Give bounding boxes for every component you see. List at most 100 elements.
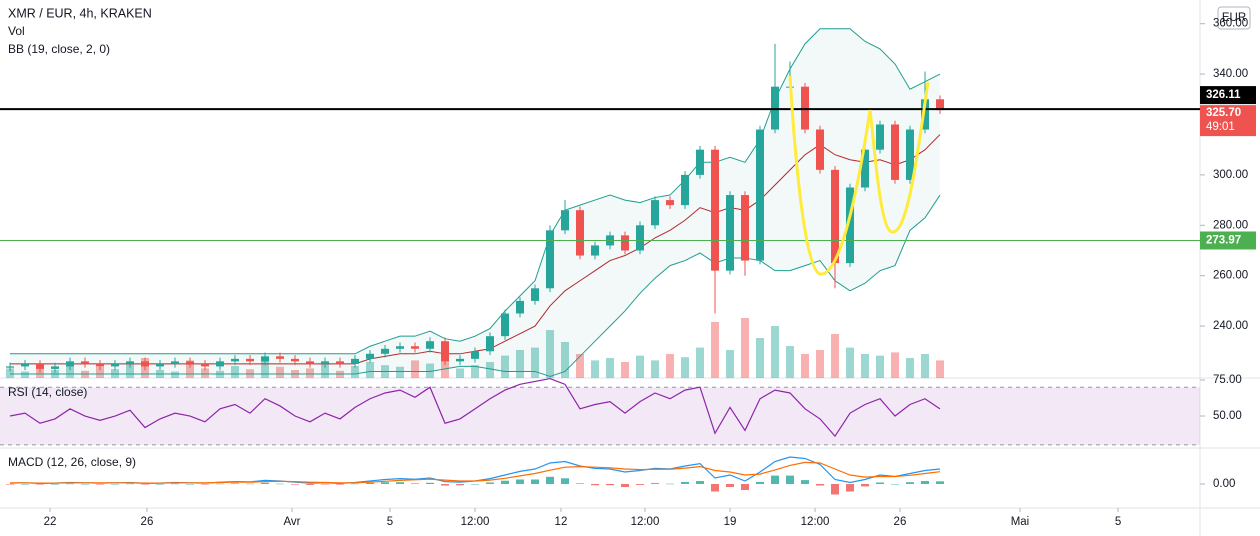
x-tick-label: 19 xyxy=(724,516,737,528)
candle-body xyxy=(231,358,240,362)
currency-text: EUR xyxy=(1222,12,1246,24)
candle-body xyxy=(876,124,885,150)
candle-body xyxy=(351,358,360,364)
rsi-band xyxy=(0,387,1200,445)
y-tick-label: 0.00 xyxy=(1213,478,1235,490)
candle-body xyxy=(621,235,630,251)
candle-body xyxy=(411,346,420,349)
macd-histogram-bar xyxy=(906,482,915,484)
volume-bar xyxy=(21,371,30,378)
macd-histogram-bar xyxy=(141,484,150,485)
price-label: 326.11 xyxy=(1206,89,1241,101)
macd-histogram-bar xyxy=(111,484,120,485)
candle-body xyxy=(126,361,135,364)
bb-upper xyxy=(10,28,941,355)
x-tick-label: Mai xyxy=(1011,516,1030,528)
x-tick-label: 26 xyxy=(141,516,154,528)
candle-body xyxy=(816,129,825,170)
candle-body xyxy=(381,348,390,354)
volume-bar xyxy=(621,362,630,378)
macd-histogram-bar xyxy=(666,483,675,485)
volume-bar xyxy=(531,347,540,378)
volume-bar xyxy=(351,366,360,378)
macd-histogram-bar xyxy=(231,483,240,484)
y-tick-label: 280.00 xyxy=(1213,219,1248,231)
macd-histogram-bar xyxy=(216,483,225,485)
macd-histogram-bar xyxy=(501,480,510,484)
volume-bar xyxy=(201,368,210,378)
volume-bar xyxy=(516,350,525,378)
volume-bar xyxy=(816,350,825,378)
volume-bar xyxy=(906,358,915,378)
macd-histogram-bar xyxy=(246,483,255,485)
volume-bar xyxy=(501,355,510,378)
volume-bar xyxy=(561,342,570,378)
volume-bar xyxy=(546,330,555,378)
signal-line xyxy=(10,461,941,484)
macd-histogram-bar xyxy=(186,484,195,485)
volume-bar xyxy=(846,347,855,378)
x-tick-label: 5 xyxy=(1115,516,1121,528)
macd-histogram-bar xyxy=(681,481,690,484)
macd-histogram-bar xyxy=(846,484,855,492)
volume-bar xyxy=(396,366,405,378)
candle-body xyxy=(636,225,645,251)
macd-histogram-bar xyxy=(126,483,135,485)
pattern-curve[interactable] xyxy=(788,75,872,276)
macd-label: MACD (12, 26, close, 9) xyxy=(8,455,136,469)
volume-bar xyxy=(366,362,375,378)
macd-histogram-bar xyxy=(636,484,645,485)
candle-body xyxy=(846,187,855,264)
volume-bar xyxy=(681,357,690,378)
macd-histogram-bar xyxy=(396,482,405,484)
macd-histogram-bar xyxy=(711,484,720,492)
macd-histogram-bar xyxy=(531,479,540,484)
y-tick-label: 360.00 xyxy=(1213,18,1248,30)
macd-histogram-bar xyxy=(486,482,495,484)
candle-body xyxy=(96,363,105,367)
volume-bar xyxy=(861,354,870,378)
bb-lower xyxy=(10,194,941,378)
macd-histogram-bar xyxy=(471,484,480,485)
y-tick-label: 50.00 xyxy=(1213,410,1242,422)
volume-bar xyxy=(6,368,15,378)
macd-histogram-bar xyxy=(606,484,615,486)
volume-bar xyxy=(321,363,330,378)
candle-body xyxy=(501,313,510,337)
volume-bar xyxy=(876,355,885,378)
macd-histogram-bar xyxy=(891,484,900,485)
candle-body xyxy=(861,149,870,188)
volume-bar xyxy=(741,318,750,378)
y-tick-label: 75.00 xyxy=(1213,374,1242,386)
volume-bar xyxy=(276,366,285,378)
macd-histogram-bar xyxy=(426,482,435,484)
x-tick-label: 12:00 xyxy=(801,516,830,528)
volume-bar xyxy=(231,366,240,378)
volume-bar xyxy=(666,354,675,378)
chart-title: XMR / EUR, 4h, KRAKEN xyxy=(8,6,152,20)
candle-body xyxy=(66,361,75,367)
candle-body xyxy=(366,353,375,359)
candle-body xyxy=(186,361,195,364)
candle-body xyxy=(246,358,255,362)
pattern-curve[interactable] xyxy=(868,81,930,234)
macd-histogram-bar xyxy=(921,481,930,484)
macd-histogram-bar xyxy=(861,484,870,487)
countdown-label: 49:01 xyxy=(1206,121,1235,133)
candle-body xyxy=(741,195,750,261)
candle-body xyxy=(36,363,45,369)
volume-bar xyxy=(696,347,705,378)
y-tick-label: 340.00 xyxy=(1213,68,1248,80)
candle-body xyxy=(726,195,735,271)
candle-body xyxy=(576,210,585,256)
candle-body xyxy=(471,351,480,359)
macd-histogram-bar xyxy=(561,478,570,484)
currency-button[interactable] xyxy=(1217,6,1251,30)
volume-bar xyxy=(426,363,435,378)
candle-body xyxy=(906,129,915,180)
macd-histogram-bar xyxy=(651,483,660,484)
x-tick-label: 26 xyxy=(894,516,907,528)
candle-body xyxy=(321,361,330,364)
